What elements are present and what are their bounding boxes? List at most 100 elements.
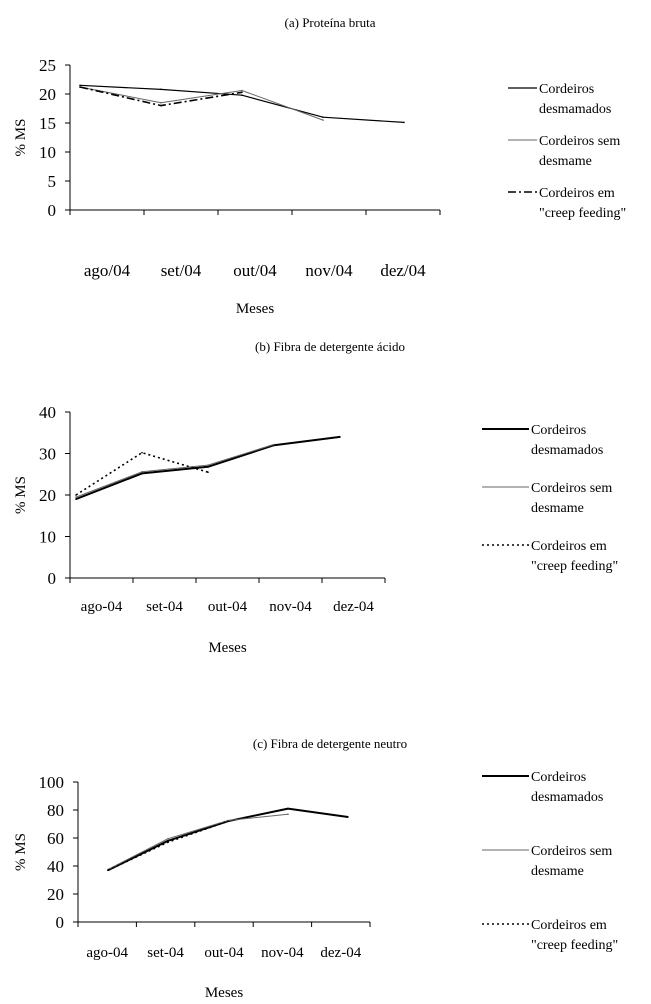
y-tick-label: 20	[39, 85, 56, 104]
data-point	[287, 807, 289, 810]
data-point	[207, 471, 209, 473]
data-point	[160, 104, 162, 107]
data-point	[207, 465, 209, 468]
data-point	[141, 470, 143, 473]
y-tick-label: 30	[39, 445, 56, 464]
x-tick-label: dez-04	[320, 945, 361, 961]
legend-label: "creep feeding"	[531, 938, 618, 953]
x-tick-label: out-04	[208, 599, 248, 615]
legend-label: Cordeiros em	[531, 918, 607, 933]
data-point	[79, 86, 81, 88]
legend-label: Cordeiros em	[539, 186, 615, 201]
data-point	[227, 820, 229, 822]
series-line-2	[75, 443, 275, 498]
legend-label: desmame	[531, 864, 584, 879]
y-tick-label: 80	[47, 801, 64, 820]
x-tick-label: set-04	[147, 945, 184, 961]
data-point	[141, 472, 143, 475]
y-tick-label: 10	[39, 143, 56, 162]
legend-label: Cordeiros sem	[531, 844, 612, 859]
y-axis-label: % MS	[13, 476, 29, 514]
x-axis-label: Meses	[205, 985, 243, 1001]
chart-panel-2: (b) Fibra de detergente ácido 0 10 20 30 40 ag…	[13, 339, 618, 656]
legend-label: Cordeiros	[531, 423, 586, 438]
data-point	[322, 116, 324, 118]
data-point	[322, 119, 324, 121]
x-tick-label: out-04	[204, 945, 244, 961]
x-tick-label: ago/04	[84, 261, 131, 280]
chart-title: (c) Fibra de detergente neutro	[253, 736, 407, 751]
chart-title: (a) Proteína bruta	[285, 15, 376, 30]
legend-label: Cordeiros	[539, 82, 594, 97]
chart-panel-1: (a) Proteína bruta 0 5 10 15 20 25 ago/04 set/04…	[13, 15, 626, 317]
data-point	[107, 869, 109, 871]
chart-panel-3: (c) Fibra de detergente neutro 0 20 40 60 80 1…	[13, 736, 618, 1001]
data-point	[339, 436, 341, 438]
legend-label: Cordeiros sem	[539, 134, 620, 149]
y-tick-label: 0	[48, 201, 57, 220]
y-tick-label: 60	[47, 829, 64, 848]
y-axis-label: % MS	[13, 833, 29, 871]
legend-label: desmamados	[531, 443, 603, 458]
x-tick-label: set-04	[146, 599, 183, 615]
data-point	[160, 101, 162, 104]
chart-title: (b) Fibra de detergente ácido	[255, 339, 405, 354]
x-tick-label: set/04	[161, 261, 202, 280]
legend-label: desmamados	[531, 790, 603, 805]
y-tick-label: 0	[56, 913, 65, 932]
data-point	[287, 813, 289, 815]
x-axis-label: Meses	[236, 301, 274, 317]
series-line-2	[79, 86, 324, 121]
y-tick-label: 20	[47, 885, 64, 904]
y-tick-label: 10	[39, 528, 56, 547]
legend-label: desmame	[531, 501, 584, 516]
y-tick-label: 0	[48, 569, 57, 588]
data-point	[241, 94, 243, 96]
y-tick-label: 25	[39, 56, 56, 75]
y-tick-label: 20	[39, 486, 56, 505]
data-point	[273, 443, 275, 446]
x-axis-label: Meses	[208, 640, 246, 656]
series-line-3	[107, 820, 229, 871]
legend-label: "creep feeding"	[539, 206, 626, 221]
data-point	[160, 88, 162, 91]
data-point	[207, 464, 209, 466]
legend-label: desmamados	[539, 102, 611, 117]
data-point	[167, 840, 169, 842]
x-tick-label: nov/04	[305, 261, 353, 280]
x-tick-label: ago-04	[81, 599, 123, 615]
x-tick-label: dez-04	[333, 599, 374, 615]
legend-label: Cordeiros em	[531, 539, 607, 554]
x-tick-label: dez/04	[380, 261, 426, 280]
legend-label: desmame	[539, 154, 592, 169]
y-tick-label: 15	[39, 114, 56, 133]
x-tick-label: ago-04	[86, 945, 128, 961]
data-point	[75, 496, 77, 498]
legend-label: "creep feeding"	[531, 559, 618, 574]
data-point	[75, 498, 77, 500]
data-point	[403, 121, 405, 124]
data-point	[347, 816, 349, 818]
data-point	[167, 837, 169, 840]
series-line-1	[107, 807, 349, 872]
x-tick-label: out/04	[233, 261, 277, 280]
legend-label: Cordeiros sem	[531, 481, 612, 496]
legend-label: Cordeiros	[531, 770, 586, 785]
data-point	[241, 89, 243, 92]
series-line-1	[75, 435, 341, 501]
y-tick-label: 40	[47, 857, 64, 876]
y-tick-label: 40	[39, 403, 56, 422]
data-point	[141, 451, 143, 454]
x-tick-label: nov-04	[269, 599, 312, 615]
data-point	[167, 841, 169, 843]
series-line-3	[75, 451, 209, 496]
data-point	[75, 494, 77, 496]
y-tick-label: 5	[48, 172, 57, 191]
data-point	[79, 84, 81, 87]
y-tick-label: 100	[39, 773, 65, 792]
data-point	[241, 91, 243, 94]
series-line-2	[107, 813, 289, 870]
x-tick-label: nov-04	[261, 945, 304, 961]
y-axis-label: % MS	[13, 119, 29, 157]
